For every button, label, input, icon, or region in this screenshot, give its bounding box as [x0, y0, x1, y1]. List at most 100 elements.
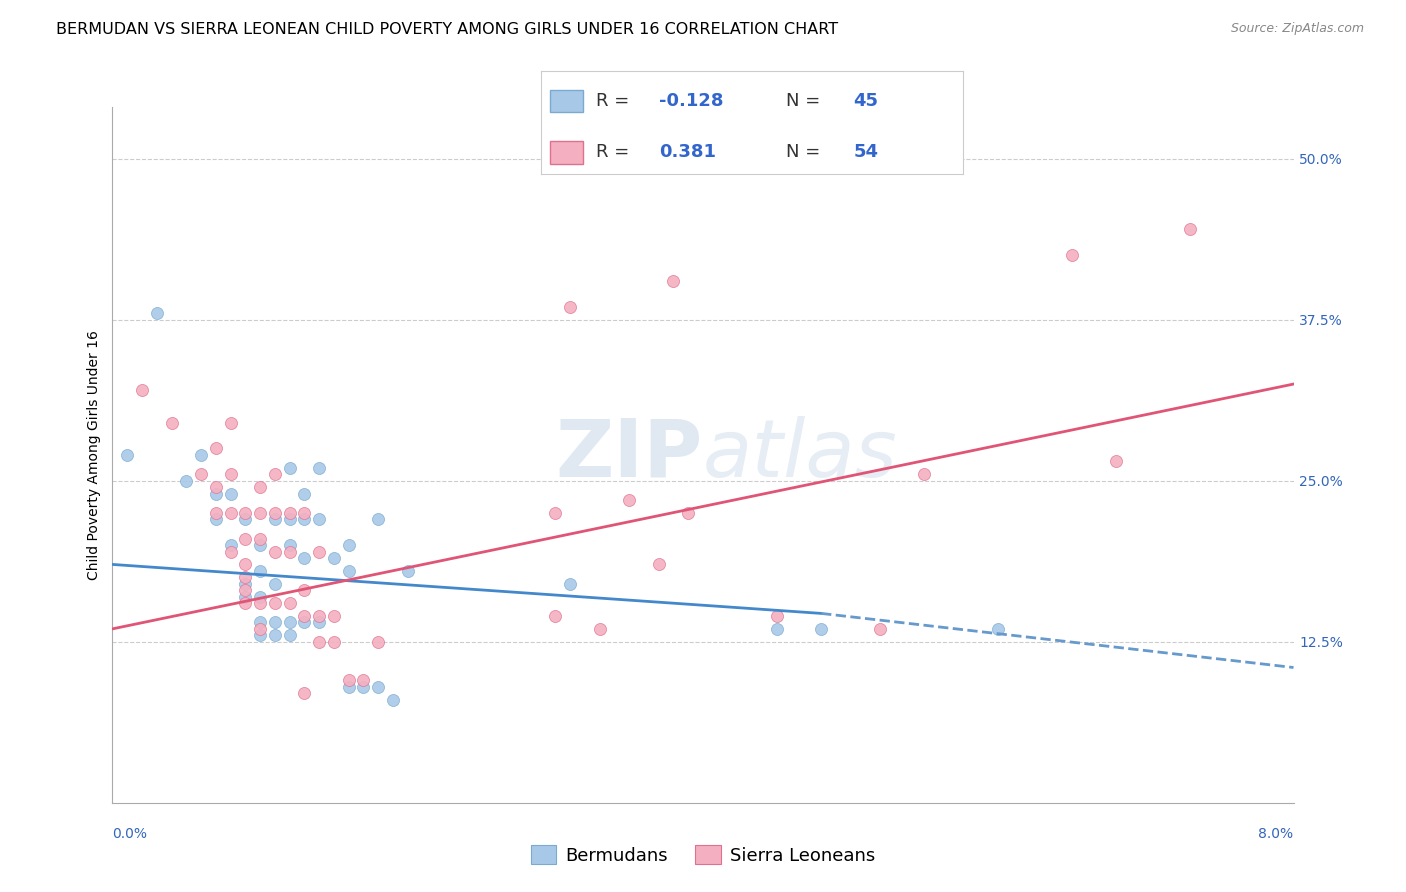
Point	[219, 467, 242, 482]
Point	[352, 673, 374, 688]
Point	[205, 512, 228, 526]
FancyBboxPatch shape	[550, 141, 583, 163]
Point	[249, 506, 271, 520]
Point	[810, 622, 832, 636]
Point	[249, 622, 271, 636]
Text: atlas: atlas	[703, 416, 898, 494]
Point	[308, 609, 330, 624]
Point	[233, 576, 256, 591]
Point	[233, 506, 256, 520]
Point	[160, 416, 183, 430]
Point	[205, 506, 228, 520]
Point	[264, 506, 287, 520]
Point	[205, 480, 228, 494]
Point	[233, 512, 256, 526]
Point	[352, 680, 374, 694]
Text: 54: 54	[853, 144, 879, 161]
Point	[249, 538, 271, 552]
Point	[765, 609, 787, 624]
Point	[264, 628, 287, 642]
Point	[308, 460, 330, 475]
Point	[987, 622, 1010, 636]
Point	[249, 590, 271, 604]
Point	[205, 486, 228, 500]
Text: BERMUDAN VS SIERRA LEONEAN CHILD POVERTY AMONG GIRLS UNDER 16 CORRELATION CHART: BERMUDAN VS SIERRA LEONEAN CHILD POVERTY…	[56, 22, 838, 37]
Point	[292, 686, 315, 700]
Point	[190, 467, 212, 482]
Text: 0.381: 0.381	[659, 144, 717, 161]
Point	[233, 596, 256, 610]
Point	[308, 634, 330, 648]
Point	[544, 506, 567, 520]
Point	[869, 622, 891, 636]
Text: 0.0%: 0.0%	[112, 827, 148, 841]
Point	[219, 538, 242, 552]
Text: N =: N =	[786, 144, 825, 161]
Text: N =: N =	[786, 92, 825, 110]
Text: 8.0%: 8.0%	[1258, 827, 1294, 841]
Point	[292, 583, 315, 598]
Point	[619, 493, 641, 508]
Point	[1178, 222, 1201, 236]
Point	[264, 544, 287, 558]
Point	[308, 512, 330, 526]
Point	[264, 576, 287, 591]
Point	[146, 306, 169, 320]
Point	[264, 596, 287, 610]
Point	[117, 448, 138, 462]
Point	[278, 628, 301, 642]
Point	[278, 460, 301, 475]
Point	[249, 615, 271, 630]
Point	[278, 544, 301, 558]
Point	[292, 512, 315, 526]
Point	[765, 622, 787, 636]
Point	[308, 615, 330, 630]
Point	[264, 467, 287, 482]
Point	[323, 634, 346, 648]
Text: R =: R =	[596, 92, 636, 110]
Point	[323, 609, 346, 624]
Point	[292, 615, 315, 630]
Legend: Bermudans, Sierra Leoneans: Bermudans, Sierra Leoneans	[522, 837, 884, 874]
Point	[205, 442, 228, 456]
Text: R =: R =	[596, 144, 641, 161]
Point	[264, 615, 287, 630]
Point	[323, 551, 346, 566]
Point	[308, 544, 330, 558]
Point	[662, 274, 685, 288]
Point	[174, 474, 197, 488]
Text: Source: ZipAtlas.com: Source: ZipAtlas.com	[1230, 22, 1364, 36]
Point	[914, 467, 936, 482]
Point	[396, 564, 419, 578]
Point	[367, 680, 389, 694]
Point	[264, 512, 287, 526]
Point	[292, 551, 315, 566]
Point	[560, 576, 582, 591]
Point	[1062, 248, 1084, 262]
Point	[292, 609, 315, 624]
Point	[278, 512, 301, 526]
Point	[131, 384, 153, 398]
Point	[233, 583, 256, 598]
FancyBboxPatch shape	[550, 90, 583, 112]
Point	[544, 609, 567, 624]
Point	[292, 486, 315, 500]
Point	[278, 538, 301, 552]
Point	[647, 558, 671, 572]
Point	[233, 558, 256, 572]
Point	[233, 570, 256, 584]
Point	[588, 622, 610, 636]
Point	[190, 448, 212, 462]
Point	[249, 532, 271, 546]
Point	[249, 564, 271, 578]
Y-axis label: Child Poverty Among Girls Under 16: Child Poverty Among Girls Under 16	[87, 330, 101, 580]
Point	[219, 506, 242, 520]
Text: -0.128: -0.128	[659, 92, 724, 110]
Point	[233, 532, 256, 546]
Point	[219, 486, 242, 500]
Point	[337, 564, 360, 578]
Point	[249, 596, 271, 610]
Point	[337, 673, 360, 688]
Point	[1105, 454, 1128, 468]
Point	[278, 506, 301, 520]
